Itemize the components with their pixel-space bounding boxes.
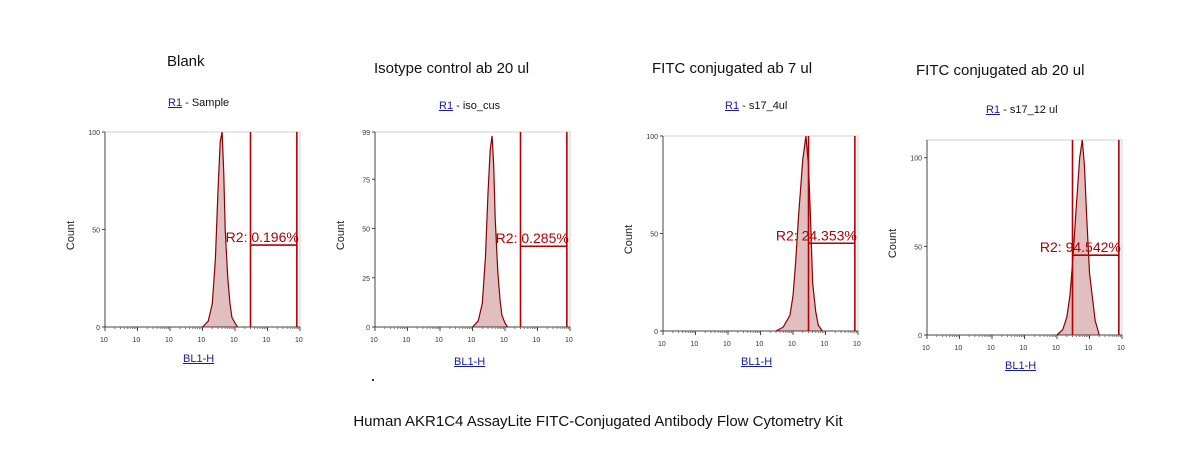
x-axis-label-fitc-20ul[interactable]: BL1-H	[1005, 360, 1037, 372]
region-sample-name: - iso_cus	[453, 100, 501, 112]
region-sample-name: - s17_4ul	[739, 100, 788, 112]
panel-title-blank: Blank	[167, 53, 205, 70]
y-tick-label: 0	[96, 325, 100, 332]
y-tick-label: 100	[646, 134, 658, 141]
region-sample-name: - Sample	[182, 97, 230, 109]
y-axis-label: Count	[65, 221, 77, 250]
x-tick-label: 10	[1085, 345, 1093, 352]
x-tick-label: 10	[788, 341, 796, 348]
x-tick-label: 10	[955, 345, 963, 352]
stray-dot	[372, 379, 374, 381]
x-tick-label: 10	[295, 337, 303, 344]
panel-title-fitc-7ul: FITC conjugated ab 7 ul	[652, 60, 813, 77]
y-tick-label: 99	[362, 130, 370, 137]
histogram-series	[1056, 139, 1100, 336]
x-tick-label: 10	[165, 337, 173, 344]
x-axis-label-fitc-7ul[interactable]: BL1-H	[741, 356, 773, 368]
y-axis-label: Count	[335, 221, 347, 250]
x-tick-label: 10	[1117, 345, 1125, 352]
gate-label: R2: 24.353%	[776, 227, 857, 243]
gate-label: R2: 94.542%	[1040, 239, 1121, 255]
y-tick-label: 0	[654, 329, 658, 336]
region-sample-name: - s17_12 ul	[1000, 104, 1058, 116]
x-tick-label: 10	[100, 337, 108, 344]
panel-title-isotype: Isotype control ab 20 ul	[374, 60, 530, 77]
gate-label: R2: 0.196%	[226, 229, 299, 245]
x-tick-label: 10	[565, 337, 573, 344]
x-tick-label: 10	[853, 341, 861, 348]
y-tick-label: 0	[918, 333, 922, 340]
x-axis-label-isotype[interactable]: BL1-H	[454, 356, 486, 368]
y-axis-label: Count	[623, 225, 635, 254]
x-tick-label: 10	[403, 337, 411, 344]
x-tick-label: 10	[987, 345, 995, 352]
histogram-series	[202, 131, 239, 328]
y-tick-label: 0	[366, 325, 370, 332]
y-axis-label: Count	[887, 229, 899, 258]
panel-title-fitc-20ul: FITC conjugated ab 20 ul	[916, 62, 1085, 79]
x-tick-label: 10	[922, 345, 930, 352]
y-tick-label: 50	[914, 244, 922, 251]
region-link-r1[interactable]: R1	[986, 104, 1001, 116]
x-tick-label: 10	[658, 341, 666, 348]
x-tick-label: 10	[133, 337, 141, 344]
y-tick-label: 100	[88, 130, 100, 137]
y-tick-label: 50	[650, 232, 658, 239]
x-tick-label: 10	[756, 341, 764, 348]
x-tick-label: 10	[723, 341, 731, 348]
region-label-blank: R1 - Sample	[168, 97, 229, 109]
x-tick-label: 10	[435, 337, 443, 344]
y-tick-label: 50	[92, 228, 100, 235]
x-tick-label: 10	[500, 337, 508, 344]
x-tick-label: 10	[468, 337, 476, 344]
x-axis-label-blank[interactable]: BL1-H	[183, 353, 215, 365]
histogram-series	[775, 135, 823, 332]
y-tick-label: 50	[362, 227, 370, 234]
region-link-r1[interactable]: R1	[725, 100, 740, 112]
x-tick-label: 10	[370, 337, 378, 344]
x-tick-label: 10	[533, 337, 541, 344]
x-tick-label: 10	[263, 337, 271, 344]
region-label-fitc-7ul: R1 - s17_4ul	[725, 100, 787, 112]
region-link-r1[interactable]: R1	[168, 97, 183, 109]
x-tick-label: 10	[230, 337, 238, 344]
region-link-r1[interactable]: R1	[439, 100, 454, 112]
figure-caption: Human AKR1C4 AssayLite FITC-Conjugated A…	[353, 413, 843, 430]
x-tick-label: 10	[691, 341, 699, 348]
x-tick-label: 10	[821, 341, 829, 348]
x-tick-label: 10	[1052, 345, 1060, 352]
y-tick-label: 25	[362, 276, 370, 283]
histogram-series	[472, 135, 509, 328]
y-tick-label: 75	[362, 177, 370, 184]
y-tick-label: 100	[910, 156, 922, 163]
region-label-fitc-20ul: R1 - s17_12 ul	[986, 104, 1058, 116]
x-tick-label: 10	[1020, 345, 1028, 352]
region-label-isotype: R1 - iso_cus	[439, 100, 500, 112]
gate-label: R2: 0.285%	[496, 230, 569, 246]
x-tick-label: 10	[198, 337, 206, 344]
